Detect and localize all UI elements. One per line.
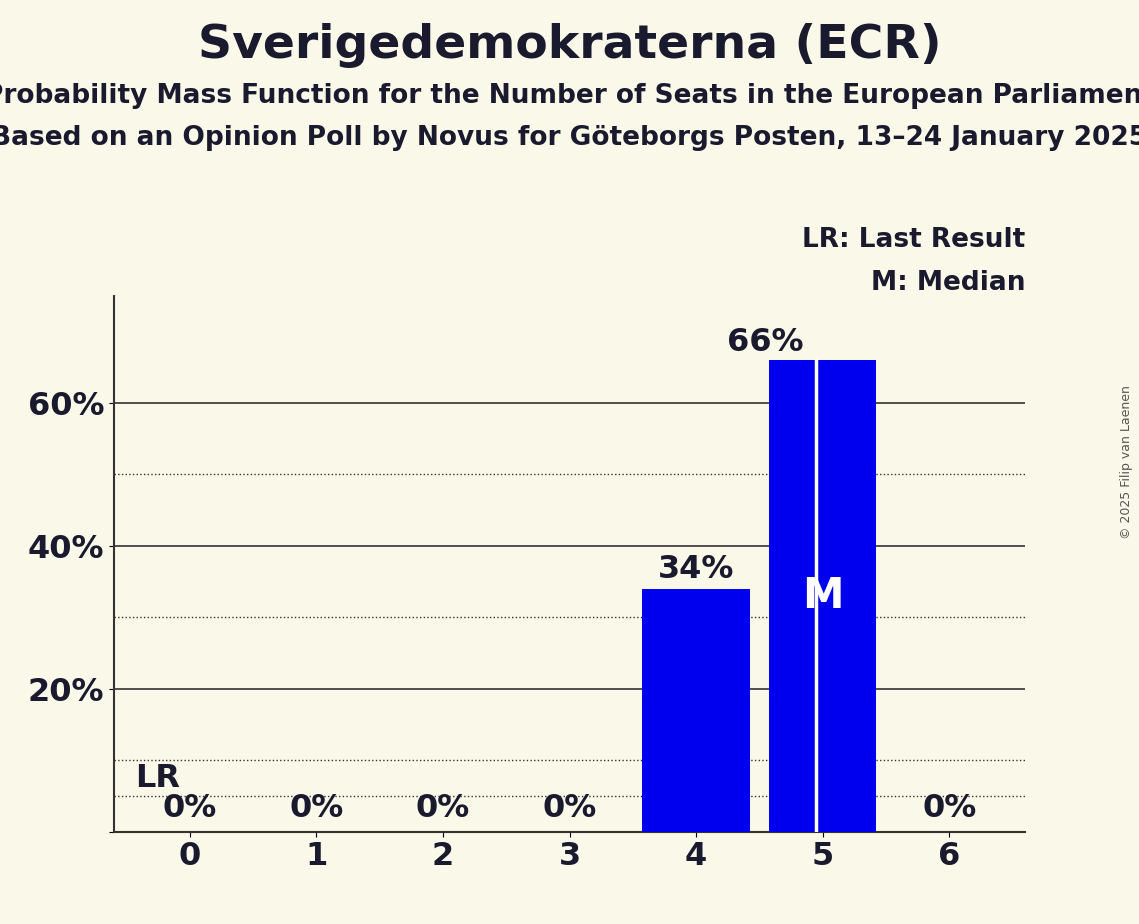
Text: 0%: 0% [289, 794, 344, 824]
Text: M: Median: M: Median [870, 270, 1025, 296]
Text: © 2025 Filip van Laenen: © 2025 Filip van Laenen [1121, 385, 1133, 539]
Text: LR: Last Result: LR: Last Result [802, 226, 1025, 253]
Text: 0%: 0% [163, 794, 216, 824]
Text: 34%: 34% [658, 554, 735, 585]
Text: Sverigedemokraterna (ECR): Sverigedemokraterna (ECR) [198, 23, 941, 68]
Text: Probability Mass Function for the Number of Seats in the European Parliament: Probability Mass Function for the Number… [0, 83, 1139, 109]
Bar [769, 360, 876, 832]
Text: 0%: 0% [416, 794, 470, 824]
Text: 0%: 0% [542, 794, 597, 824]
Text: 66%: 66% [727, 327, 804, 358]
Text: Based on an Opinion Poll by Novus for Göteborgs Posten, 13–24 January 2025: Based on an Opinion Poll by Novus for Gö… [0, 125, 1139, 151]
Text: LR: LR [136, 762, 180, 794]
Text: M: M [802, 575, 843, 617]
Text: 0%: 0% [923, 794, 976, 824]
Bar [642, 589, 749, 832]
